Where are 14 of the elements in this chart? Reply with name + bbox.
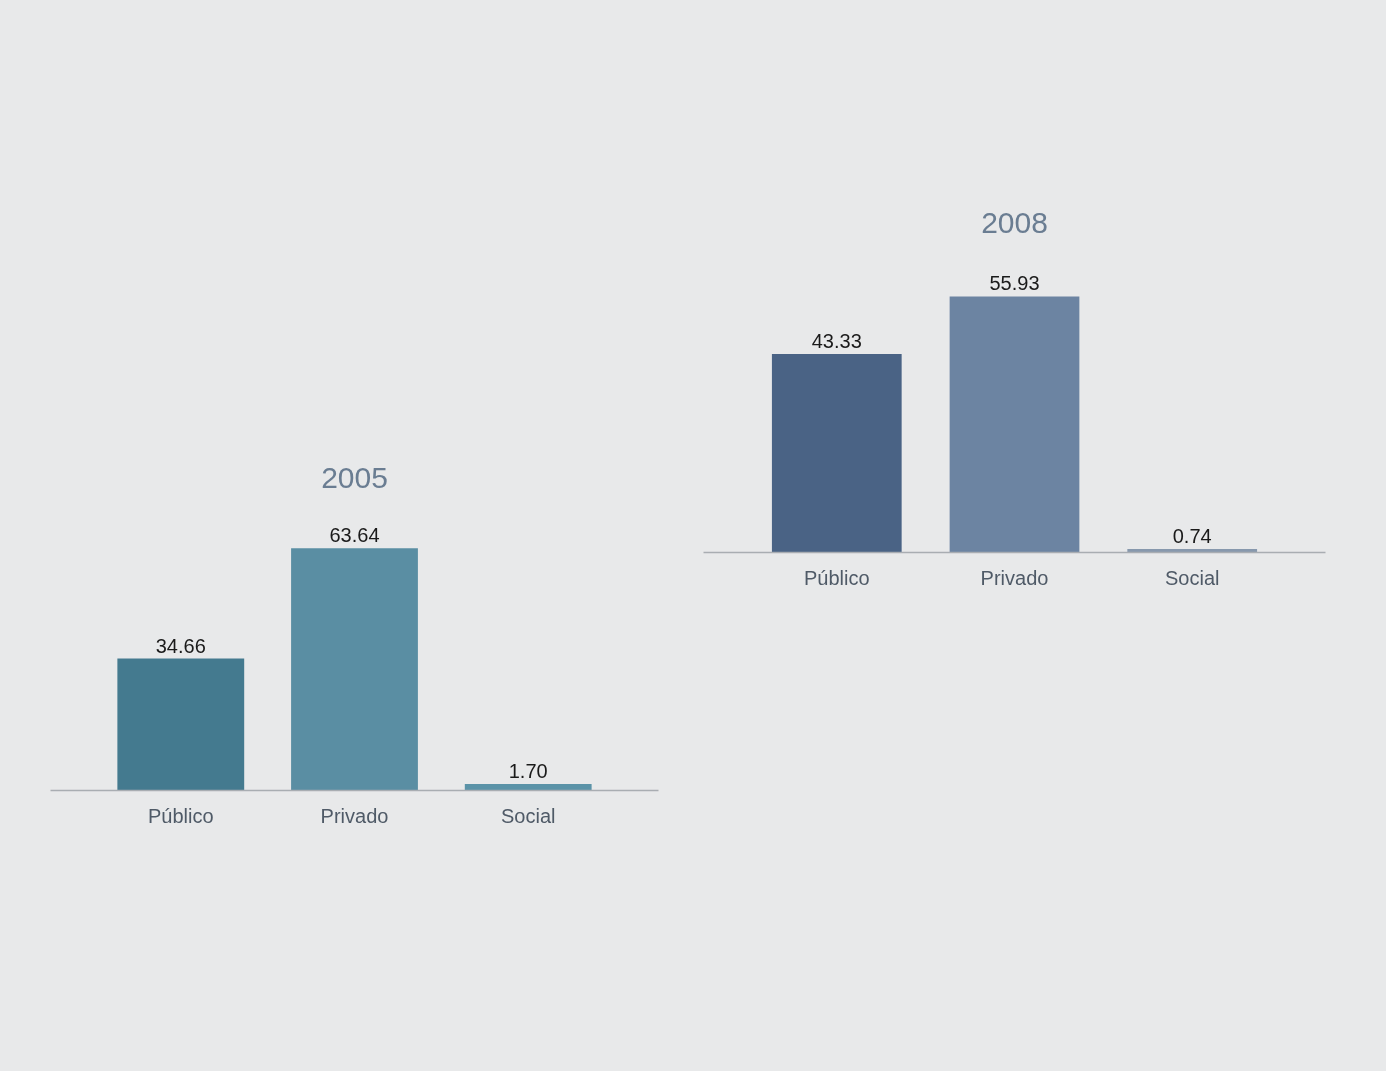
chart-title: 2008 <box>981 205 1048 239</box>
x-tick-label: Social <box>500 804 556 827</box>
data-label: 34.66 <box>155 634 206 657</box>
chart-title: 2005 <box>321 460 388 494</box>
data-label: 43.33 <box>811 330 862 353</box>
x-tick-label: Social <box>1164 566 1220 589</box>
x-tick-label: Público <box>147 804 214 827</box>
data-label: 1.70 <box>508 760 548 783</box>
x-tick-label: Privado <box>980 566 1049 589</box>
data-label: 0.74 <box>1172 525 1212 548</box>
data-label: 55.93 <box>989 272 1040 295</box>
x-tick-label: Privado <box>320 804 389 827</box>
x-tick-label: Público <box>803 566 870 589</box>
data-label: 63.64 <box>329 524 380 547</box>
